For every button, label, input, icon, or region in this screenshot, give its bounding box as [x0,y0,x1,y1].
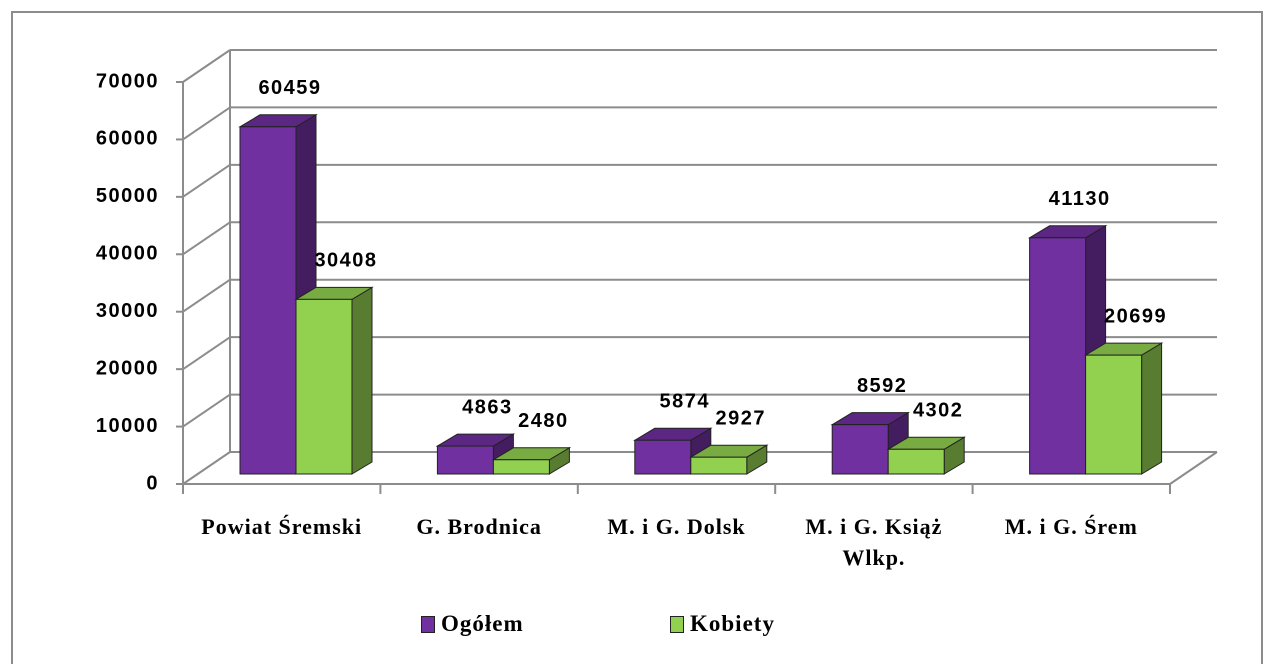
bar [634,439,692,475]
grid-line [182,451,231,485]
value-label: 2480 [518,410,569,432]
value-label: 4302 [913,400,964,422]
y-tick-label: 40000 [96,243,159,265]
value-label: 41130 [1049,188,1111,210]
legend-item: Kobiety [670,611,775,637]
y-tick-label: 10000 [96,415,159,437]
grid-line [182,164,231,198]
bar-side [351,286,373,475]
grid-line [182,278,231,313]
y-tick-label: 50000 [96,185,159,207]
bar [1029,237,1087,475]
legend-label: Kobiety [690,611,775,636]
bar-side [1141,342,1163,475]
legend-swatch [670,615,684,633]
x-tick-label: M. i G. Dolsk [607,514,746,539]
floor-side [1169,451,1218,485]
grid-line [182,393,231,428]
bar [492,459,550,475]
y-tick-label: 30000 [96,300,159,322]
grid-line [182,106,231,141]
y-tick-label: 20000 [96,357,159,379]
grid-line [182,336,231,370]
x-tick-label: G. Brodnica [416,514,542,539]
bar [295,298,353,475]
bar [887,448,945,475]
grid-line [182,49,231,83]
value-label: 2927 [716,407,767,429]
value-label: 4863 [462,396,513,418]
x-tick-label: M. i G. Śrem [1004,514,1138,539]
y-tick-label: 60000 [96,128,159,150]
grid-line [182,221,231,256]
value-label: 20699 [1104,305,1167,327]
x-tick-label: M. i G. Książ Wlkp. [805,514,943,570]
bar [690,456,748,475]
value-label: 5874 [660,391,711,413]
bar [831,424,889,475]
legend-swatch [421,615,435,633]
bar [1085,354,1143,475]
y-tick-label: 0 [146,472,159,494]
x-tick-label: Powiat Śremski [201,514,363,539]
frame [11,11,1263,664]
bar [436,445,494,475]
bar [239,126,297,475]
value-label: 60459 [258,77,321,99]
legend-label: Ogółem [441,611,524,636]
value-label: 8592 [857,375,908,397]
legend-item: Ogółem [421,611,524,637]
y-tick-label: 70000 [96,70,159,92]
value-label: 30408 [314,250,377,272]
